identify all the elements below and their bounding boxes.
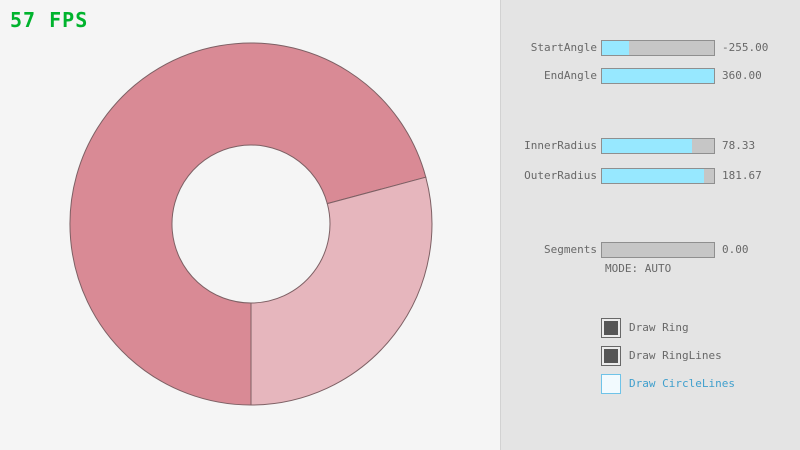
checkbox-draw-ring[interactable] xyxy=(601,318,621,338)
render-canvas: 57 FPS xyxy=(10,8,433,406)
slider-row-outerradius: OuterRadius 181.67 xyxy=(501,168,800,184)
slider-outerradius[interactable] xyxy=(601,168,715,184)
slider-fill xyxy=(602,69,714,83)
checkbox-label-draw-ring: Draw Ring xyxy=(629,321,689,334)
slider-innerradius[interactable] xyxy=(601,138,715,154)
checkbox-row-draw-ringlines: Draw RingLines xyxy=(501,346,800,366)
slider-row-segments: Segments 0.00 xyxy=(501,242,800,258)
checkbox-draw-ringlines[interactable] xyxy=(601,346,621,366)
slider-label-outerradius: OuterRadius xyxy=(524,169,597,182)
slider-fill xyxy=(602,169,704,183)
slider-value-segments: 0.00 xyxy=(722,243,749,256)
slider-segments[interactable] xyxy=(601,242,715,258)
slider-label-innerradius: InnerRadius xyxy=(524,139,597,152)
slider-label-endangle: EndAngle xyxy=(544,69,597,82)
checkbox-label-draw-ringlines: Draw RingLines xyxy=(629,349,722,362)
slider-value-startangle: -255.00 xyxy=(722,41,769,54)
checkmark-fill xyxy=(604,349,618,363)
ring-segment-single xyxy=(250,176,433,406)
ring-segment-double xyxy=(69,42,427,406)
slider-startangle[interactable] xyxy=(601,40,715,56)
slider-value-endangle: 360.00 xyxy=(722,69,762,82)
slider-label-segments: Segments xyxy=(544,243,597,256)
slider-label-startangle: StartAngle xyxy=(530,41,597,54)
slider-fill xyxy=(602,41,629,55)
checkbox-row-draw-ring: Draw Ring xyxy=(501,318,800,338)
ring-chart xyxy=(69,42,433,406)
slider-fill xyxy=(602,139,692,153)
slider-row-startangle: StartAngle -255.00 xyxy=(501,40,800,56)
checkbox-label-draw-circlelines: Draw CircleLines xyxy=(629,377,735,390)
checkbox-draw-circlelines[interactable] xyxy=(601,374,621,394)
slider-value-outerradius: 181.67 xyxy=(722,169,762,182)
slider-endangle[interactable] xyxy=(601,68,715,84)
checkmark-fill xyxy=(604,321,618,335)
segments-mode-text: MODE: AUTO xyxy=(605,262,672,275)
slider-row-endangle: EndAngle 360.00 xyxy=(501,68,800,84)
slider-row-innerradius: InnerRadius 78.33 xyxy=(501,138,800,154)
control-panel: StartAngle -255.00 EndAngle 360.00 Inner… xyxy=(500,0,800,450)
slider-value-innerradius: 78.33 xyxy=(722,139,756,152)
fps-counter: 57 FPS xyxy=(10,8,89,32)
checkbox-row-draw-circlelines: Draw CircleLines xyxy=(501,374,800,394)
